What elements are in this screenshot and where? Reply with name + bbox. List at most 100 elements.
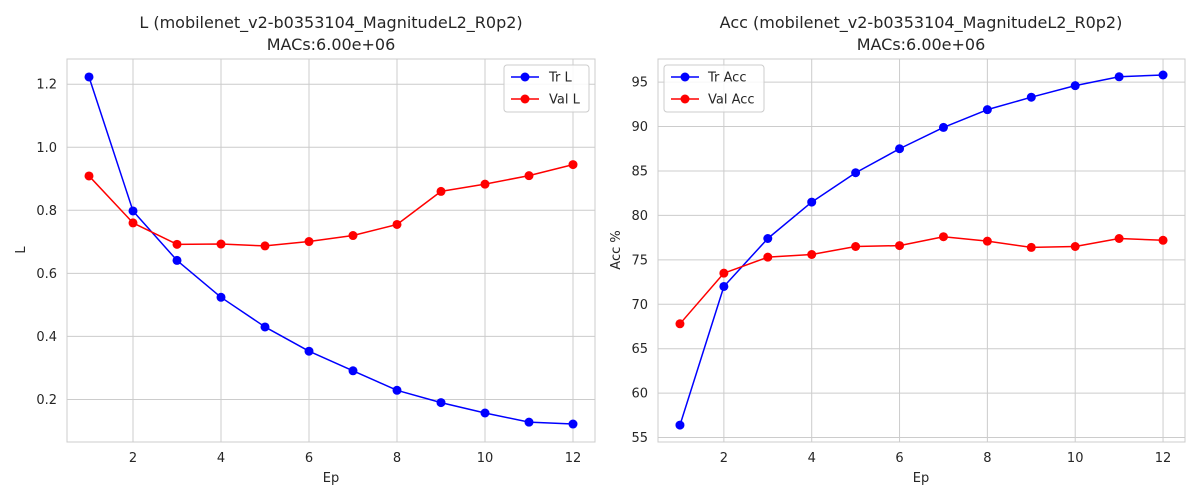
x-tick-label: 4 [217,451,225,466]
plot-area [66,58,596,443]
legend-label-tr-l: Tr L [548,71,573,86]
data-point-tr-l [128,206,138,216]
x-tick-label: 4 [808,451,816,466]
x-axis-label: Ep [913,471,929,486]
data-point-val-acc [719,268,729,278]
data-point-tr-l [480,408,490,418]
data-point-tr-l [172,255,182,265]
legend-label-val-acc: Val Acc [708,93,755,108]
loss-chart: L (mobilenet_v2-b0353104_MagnitudeL2_R0p… [14,13,596,486]
y-tick-label: 95 [631,76,648,91]
legend-marker-tr-acc [680,72,690,82]
data-point-val-l [348,231,358,241]
series-line-tr-acc [679,74,1164,426]
x-axis-label: Ep [323,471,339,486]
y-tick-label: 1.0 [36,141,57,156]
y-tick-label: 90 [631,120,648,135]
data-point-tr-acc [675,420,685,430]
y-tick-label: 0.2 [36,393,57,408]
data-point-tr-acc [807,197,817,207]
tick-labels: 2 4 6 8 10 12 0.2 0.4 0.6 0.8 1.0 1.2 [36,78,581,466]
y-tick-label: 0.6 [36,267,57,282]
x-tick-label: 10 [1067,451,1084,466]
data-point-tr-l [348,366,358,376]
x-tick-label: 10 [477,451,494,466]
data-point-val-acc [938,232,948,242]
x-tick-label: 12 [565,451,582,466]
data-point-tr-acc [1070,81,1080,91]
data-point-val-acc [895,241,905,251]
legend-label-val-l: Val L [549,93,581,108]
x-tick-label: 12 [1155,451,1172,466]
legend-marker-tr-l [520,72,530,82]
series-line-val-l [88,163,574,247]
chart-subtitle: MACs:6.00e+06 [267,35,396,54]
data-point-tr-acc [851,168,861,178]
y-tick-label: 80 [631,209,648,224]
grid [658,59,1185,442]
x-tick-label: 6 [895,451,903,466]
x-tick-label: 6 [305,451,313,466]
chart-title: L (mobilenet_v2-b0353104_MagnitudeL2_R0p… [139,13,522,33]
series-layer [84,72,578,429]
series-layer [675,70,1168,430]
data-point-val-acc [1070,242,1080,252]
y-tick-label: 1.2 [36,78,57,93]
legend: Tr L Val L [503,64,590,113]
data-point-val-l [216,239,226,249]
data-point-val-acc [1026,242,1036,252]
data-point-tr-l [568,419,578,429]
data-point-val-acc [851,242,861,252]
data-point-tr-acc [982,105,992,115]
y-tick-label: 85 [631,164,648,179]
plot-area [657,58,1186,443]
legend: Tr Acc Val Acc [663,64,765,113]
data-point-val-l [172,239,182,249]
data-point-val-l [568,160,578,170]
legend-marker-val-acc [680,94,690,104]
chart-title: Acc (mobilenet_v2-b0353104_MagnitudeL2_R… [720,13,1123,33]
data-point-val-acc [1114,234,1124,244]
y-tick-label: 70 [631,298,648,313]
legend-label-tr-acc: Tr Acc [707,71,746,86]
y-tick-label: 0.8 [36,204,57,219]
data-point-val-l [304,237,314,247]
data-point-val-l [480,179,490,189]
data-point-val-l [436,186,446,196]
data-point-tr-acc [1158,70,1168,80]
data-point-val-l [392,219,402,229]
y-axis-label: L [14,246,29,254]
data-point-val-acc [763,252,773,262]
y-tick-label: 55 [631,431,648,446]
data-point-tr-acc [895,144,905,154]
data-point-tr-acc [1026,92,1036,102]
data-point-val-acc [807,249,817,259]
y-tick-label: 0.4 [36,330,57,345]
data-point-tr-l [216,292,226,302]
data-point-val-l [128,218,138,228]
data-point-tr-l [304,346,314,356]
legend-marker-val-l [520,94,530,104]
data-point-val-l [260,241,270,251]
data-point-tr-acc [763,234,773,244]
data-point-val-l [84,171,94,181]
data-point-tr-l [392,385,402,395]
data-point-tr-acc [719,281,729,291]
y-axis-label: Acc % [609,230,624,269]
series-line-tr-l [88,76,574,425]
data-point-val-acc [1158,235,1168,245]
series-line-val-acc [679,235,1164,325]
data-point-tr-acc [938,122,948,132]
y-tick-label: 75 [631,253,648,268]
data-point-tr-l [84,72,94,82]
y-tick-label: 65 [631,342,648,357]
x-tick-label: 2 [720,451,728,466]
x-tick-label: 2 [129,451,137,466]
grid [67,59,595,442]
data-point-val-acc [675,319,685,329]
x-tick-label: 8 [393,451,401,466]
data-point-val-l [524,171,534,181]
chart-subtitle: MACs:6.00e+06 [857,35,986,54]
tick-labels: 2 4 6 8 10 12 55 60 65 70 75 80 85 90 95 [631,76,1171,466]
